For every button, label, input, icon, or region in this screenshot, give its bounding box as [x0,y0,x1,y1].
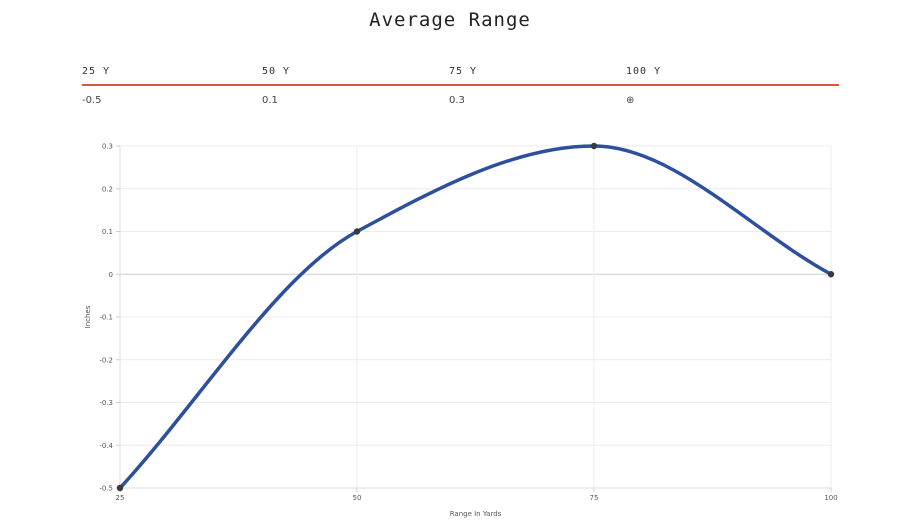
range-table: 25 Y 50 Y 75 Y 100 Y -0.5 0.1 0.3 ⊕ [82,60,839,110]
x-tick-label: 100 [824,494,837,502]
y-tick-label: -0.5 [99,485,113,493]
x-axis-ticks: 25 50 75 100 [116,494,838,502]
y-axis-label: Inches [84,305,92,328]
value-50y: 0.1 [262,95,278,106]
y-tick-label: -0.3 [99,399,113,407]
range-table-values: -0.5 0.1 0.3 ⊕ [82,86,839,110]
y-tick-label: -0.4 [99,442,113,450]
series-line [118,144,833,490]
page-title: Average Range [369,9,531,31]
value-25y: -0.5 [82,95,102,106]
data-point [116,484,124,492]
range-table-header: 25 Y 50 Y 75 Y 100 Y [82,60,839,86]
value-75y: 0.3 [449,95,465,106]
y-tick-label: 0.1 [102,228,113,236]
header-25y: 25 Y [82,66,111,77]
x-axis-label: Range In Yards [450,510,502,518]
y-tick-label: -0.2 [99,356,113,364]
header-100y: 100 Y [626,66,662,77]
y-tick-label: 0.3 [102,143,113,151]
y-tick-label: 0.2 [102,185,113,193]
data-point [590,142,598,150]
y-axis-ticks: 0.3 0.2 0.1 0 -0.1 -0.2 -0.3 -0.4 -0.5 [99,143,113,493]
chart-grid [116,145,832,492]
data-point [353,228,361,235]
y-tick-label: -0.1 [99,314,113,322]
x-tick-label: 75 [590,494,599,502]
x-tick-label: 25 [116,494,125,502]
header-50y: 50 Y [262,66,291,77]
data-points [116,142,835,492]
y-tick-label: 0 [109,271,113,279]
value-100y-crosshair-icon: ⊕ [626,95,635,106]
data-point [827,271,835,278]
header-75y: 75 Y [449,66,478,77]
x-tick-label: 50 [353,494,362,502]
